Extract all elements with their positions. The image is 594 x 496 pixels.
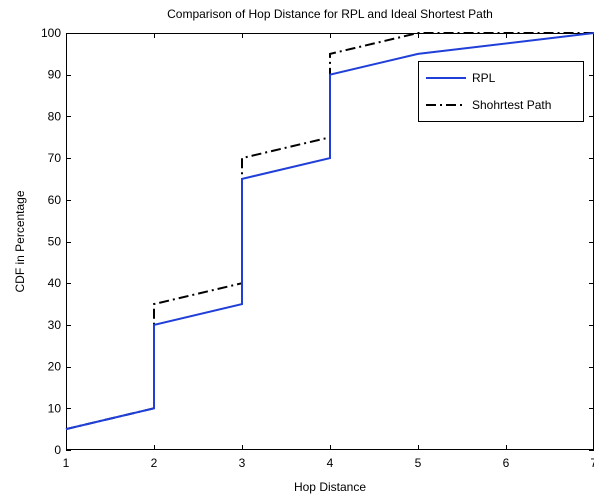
y-tick-label: 100	[41, 26, 61, 40]
y-tick-label: 40	[48, 276, 62, 290]
y-tick-label: 70	[48, 151, 62, 165]
x-tick-label: 4	[327, 456, 334, 470]
x-tick-label: 6	[503, 456, 510, 470]
y-tick-label: 30	[48, 318, 62, 332]
x-tick-label: 7	[590, 456, 594, 470]
chart-title: Comparison of Hop Distance for RPL and I…	[167, 7, 493, 21]
legend-box	[418, 61, 584, 122]
y-tick-label: 60	[48, 193, 62, 207]
y-tick-label: 20	[48, 360, 62, 374]
x-axis-title: Hop Distance	[294, 480, 366, 494]
legend-label: Shohrtest Path	[472, 98, 551, 112]
series-layer	[65, 32, 594, 431]
x-tick-label: 1	[63, 456, 70, 470]
legend-label: RPL	[472, 71, 496, 85]
x-tick-label: 2	[151, 456, 158, 470]
series-line-rpl	[65, 32, 594, 431]
y-tick-label: 90	[48, 68, 62, 82]
x-tick-label: 5	[415, 456, 422, 470]
y-tick-label: 10	[48, 401, 62, 415]
legend: RPL Shohrtest Path	[418, 61, 584, 122]
y-axis-title: CDF in Percentage	[13, 190, 27, 292]
y-tick-label: 50	[48, 235, 62, 249]
y-tick-label: 80	[48, 109, 62, 123]
x-tick-label: 3	[239, 456, 246, 470]
y-tick-label: 0	[54, 443, 61, 457]
